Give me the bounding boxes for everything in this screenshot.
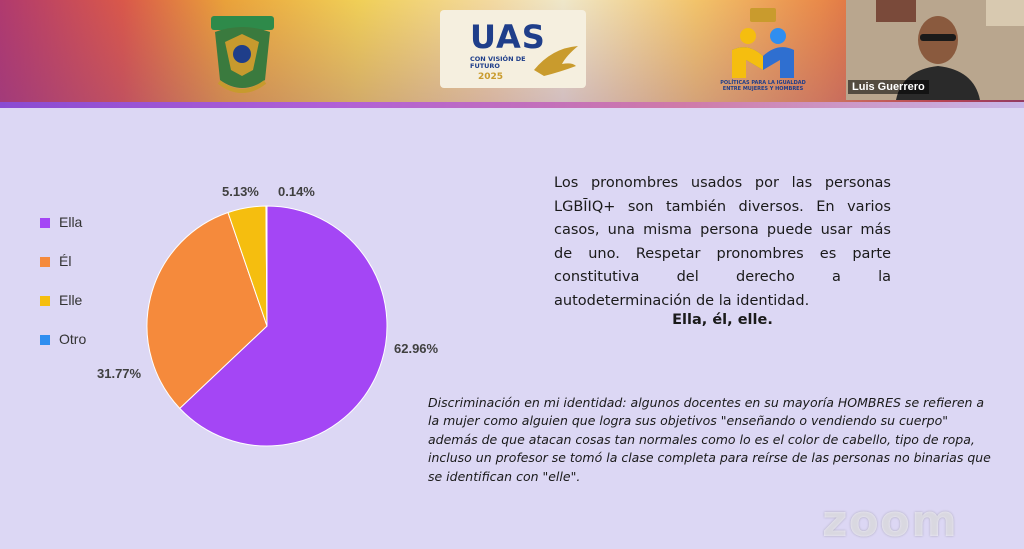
legend-label: Elle	[59, 292, 83, 308]
participant-video-tile[interactable]: Luis Guerrero	[846, 0, 1024, 100]
faculty-seal-logo	[205, 10, 280, 102]
pie-slice-el	[146, 211, 268, 410]
data-label-el: 31.77%	[97, 366, 142, 381]
legend-swatch	[40, 335, 50, 345]
testimony-quote: Discriminación en mi identidad: algunos …	[428, 395, 991, 484]
uas-logo-subtitle: CON VISIÓN DE FUTURO	[470, 55, 526, 70]
data-label-otro: 0.14%	[278, 184, 315, 199]
legend-label: Ella	[59, 214, 83, 230]
slide-description: Los pronombres usados por las personas L…	[554, 175, 891, 309]
uas-logo-year: 2025	[478, 72, 504, 82]
uas-logo-text: UAS	[470, 18, 546, 56]
policy-logo-text: POLÍTICAS PARA LA IGUALDAD ENTRE MUJERES…	[720, 80, 806, 92]
data-label-elle: 5.13%	[222, 184, 259, 199]
legend-swatch	[40, 218, 50, 228]
pronouns-heading: Ella, él, elle.	[672, 312, 773, 328]
banner-divider	[0, 102, 1024, 108]
pie-slice-otro	[265, 205, 268, 327]
legend-label: Él	[59, 253, 72, 269]
pie-slice-ella	[179, 205, 388, 447]
legend-swatch	[40, 257, 50, 267]
legend-swatch	[40, 296, 50, 306]
uas-logo: UAS CON VISIÓN DE FUTURO 2025	[440, 10, 586, 88]
participant-name-label: Luis Guerrero	[848, 80, 929, 94]
eagle-icon	[534, 46, 578, 76]
zoom-watermark: zoom	[822, 496, 958, 547]
data-label-ella: 62.96%	[394, 341, 439, 356]
legend-label: Otro	[59, 331, 87, 347]
equality-policy-logo: POLÍTICAS PARA LA IGUALDAD ENTRE MUJERES…	[718, 6, 808, 102]
